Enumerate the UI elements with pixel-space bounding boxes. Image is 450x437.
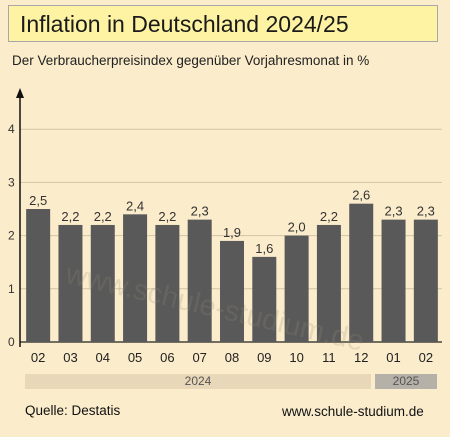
bar [413, 219, 438, 342]
data-label: 1,9 [223, 225, 241, 240]
x-tick-label: 04 [96, 350, 110, 365]
year-band-2024: 2024 [25, 374, 371, 389]
data-label: 2,3 [384, 204, 402, 219]
data-label: 2,0 [288, 220, 306, 235]
x-tick-label: 01 [386, 350, 400, 365]
x-tick-label: 03 [63, 350, 77, 365]
y-tick-label: 4 [8, 122, 15, 136]
x-tick-label: 05 [128, 350, 142, 365]
data-label: 2,3 [191, 204, 209, 219]
bar [155, 224, 180, 342]
bar [26, 209, 51, 342]
y-tick-label: 3 [8, 175, 15, 189]
y-tick-label: 1 [8, 282, 15, 296]
year-band-2025: 2025 [375, 374, 437, 389]
bar [187, 219, 212, 342]
x-tick-label: 09 [257, 350, 271, 365]
x-tick-label: 08 [225, 350, 239, 365]
source-note: Quelle: Destatis [25, 403, 121, 418]
bar [220, 240, 244, 342]
data-label: 2,2 [94, 209, 112, 224]
bar [58, 224, 83, 342]
y-axis-arrow [16, 88, 24, 98]
data-label: 2,3 [417, 204, 435, 219]
data-label: 2,2 [320, 209, 338, 224]
data-label: 2,5 [29, 193, 47, 208]
website-link[interactable]: www.schule-studium.de [282, 404, 424, 419]
data-label: 2,4 [126, 198, 144, 213]
bar [381, 219, 406, 342]
x-tick-label: 11 [322, 350, 336, 365]
x-tick-label: 07 [192, 350, 206, 365]
bar [284, 235, 309, 342]
data-label: 2,2 [61, 209, 79, 224]
bar [123, 214, 148, 342]
chart-title: Inflation in Deutschland 2024/25 [20, 11, 349, 37]
y-tick-label: 2 [8, 229, 15, 243]
bar [349, 203, 374, 342]
x-tick-label: 10 [289, 350, 303, 365]
x-tick-label: 06 [160, 350, 174, 365]
data-label: 2,6 [352, 188, 370, 203]
chart-subtitle: Der Verbraucherpreisindex gegenüber Vorj… [12, 53, 370, 68]
bar [316, 224, 341, 342]
bar [90, 224, 115, 342]
data-label: 1,6 [255, 241, 273, 256]
data-label: 2,2 [158, 209, 176, 224]
bar [252, 256, 277, 342]
x-tick-label: 12 [354, 350, 368, 365]
title-box: Inflation in Deutschland 2024/25 [8, 5, 438, 42]
x-tick-label: 02 [419, 350, 433, 365]
x-tick-label: 02 [31, 350, 45, 365]
y-tick-label: 0 [8, 335, 15, 349]
